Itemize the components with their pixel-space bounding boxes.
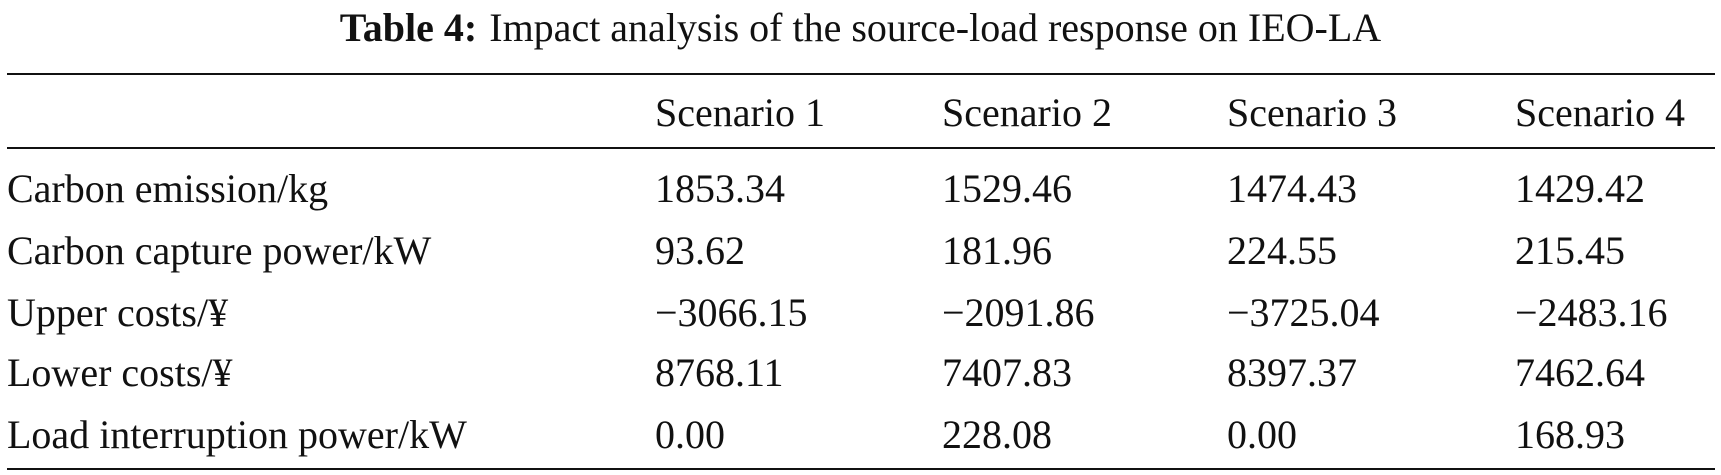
table-cell: −3725.04 [1227,290,1380,335]
row-label: Upper costs/¥ [7,290,229,335]
table-cell: 181.96 [942,228,1052,273]
caption-label: Table 4: [339,5,478,50]
bottom-rule [7,468,1715,470]
table-cell: 1429.42 [1515,166,1645,211]
table-cell: −2483.16 [1515,290,1668,335]
table-cell: 0.00 [655,412,725,457]
table-cell: 7462.64 [1515,350,1645,395]
table-cell: 1529.46 [942,166,1072,211]
table-cell: 168.93 [1515,412,1625,457]
row-label: Load interruption power/kW [7,412,467,457]
column-header: Scenario 2 [942,90,1112,135]
column-header: Scenario 3 [1227,90,1397,135]
table-cell: −2091.86 [942,290,1095,335]
row-label: Carbon capture power/kW [7,228,432,273]
row-label: Carbon emission/kg [7,166,329,211]
row-label: Lower costs/¥ [7,350,233,395]
table-cell: 8768.11 [655,350,784,395]
column-header: Scenario 1 [655,90,825,135]
table-cell: 1474.43 [1227,166,1357,211]
table-cell: 228.08 [942,412,1052,457]
table-caption: Table 4: Impact analysis of the source-lo… [0,4,1721,52]
caption-text: Impact analysis of the source-load respo… [489,5,1382,50]
top-rule [7,73,1715,75]
mid-rule [7,147,1715,149]
table-cell: 1853.34 [655,166,785,211]
table-cell: 224.55 [1227,228,1337,273]
table-cell: 0.00 [1227,412,1297,457]
table-cell: 7407.83 [942,350,1072,395]
table-cell: 93.62 [655,228,745,273]
table-cell: 215.45 [1515,228,1625,273]
table-cell: 8397.37 [1227,350,1357,395]
column-header: Scenario 4 [1515,90,1685,135]
table-cell: −3066.15 [655,290,808,335]
